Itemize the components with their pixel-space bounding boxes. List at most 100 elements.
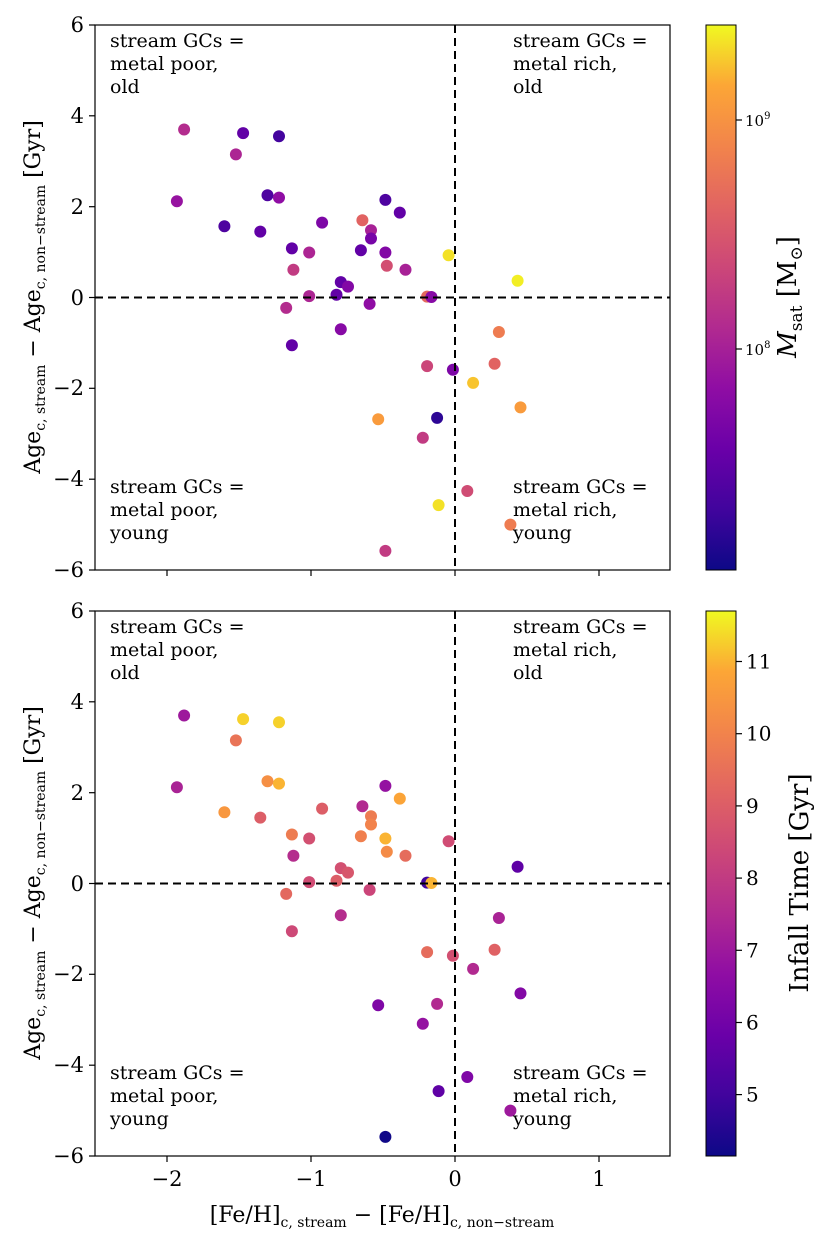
top-scatter-point: [446, 363, 459, 376]
top-scatter-point: [334, 323, 347, 336]
bottom-scatter-point: [229, 734, 242, 747]
bottom-colorbar-label: Infall Time [Gyr]: [785, 773, 815, 992]
bottom-scatter-point: [363, 883, 376, 896]
bottom-scatter-point: [334, 909, 347, 922]
bottom-scatter-point: [379, 832, 392, 845]
top-scatter-point: [170, 195, 183, 208]
y-tick-label: −2: [53, 962, 84, 986]
top-scatter-point: [514, 401, 527, 414]
top-scatter-point: [218, 220, 231, 233]
top-scatter-point: [488, 357, 501, 370]
top-scatter-point: [280, 301, 293, 314]
bottom-colorbar: 5 6 7 8 9 10 11 Infall Time [Gyr]: [705, 610, 815, 1157]
top-scatter-point: [330, 288, 343, 301]
bottom-scatter-point: [273, 777, 285, 790]
bottom-scatter-point: [287, 849, 300, 862]
bottom-colorbar-tick-label: 8: [746, 866, 759, 890]
top-scatter-point: [178, 123, 191, 136]
top-scatter-point: [285, 339, 298, 352]
bottom-scatter-point: [254, 811, 267, 824]
bottom-colorbar-tick-label: 6: [746, 1011, 759, 1035]
bottom-scatter-point: [504, 1104, 517, 1117]
bottom-scatter-point: [365, 818, 377, 831]
top-scatter-point: [425, 291, 438, 303]
top-scatter-point: [273, 130, 285, 143]
bottom-scatter-point: [488, 943, 501, 956]
y-tick-label: 4: [71, 104, 84, 128]
bottom-scatter-point: [442, 835, 455, 848]
bottom-scatter-point: [393, 792, 406, 805]
bottom-scatter-point: [446, 949, 459, 962]
top-scatter-point: [379, 544, 392, 557]
top-scatter-point: [416, 431, 429, 444]
bottom-scatter-point: [461, 1071, 474, 1083]
quadrant-label-top-right: stream GCs = metal rich, old: [513, 616, 654, 684]
y-tick-label: 6: [71, 13, 84, 37]
y-tick-label: 6: [71, 599, 84, 623]
top-scatter-point: [356, 214, 369, 227]
quadrant-label-top-right: stream GCs = metal rich, old: [513, 30, 654, 98]
top-scatter-point: [380, 259, 393, 272]
y-tick-label: 4: [71, 690, 84, 714]
bottom-y-axis: 6 4 2 0 −2 −4 −6: [53, 599, 95, 1168]
top-scatter-point: [316, 216, 329, 229]
bottom-scatter-point: [379, 1130, 392, 1143]
top-scatter-point: [237, 127, 250, 140]
top-scatter-point: [273, 191, 285, 204]
top-scatter-point: [461, 485, 474, 497]
bottom-colorbar-tick-label: 5: [746, 1083, 759, 1107]
top-scatter-point: [431, 411, 444, 424]
bottom-scatter-point: [354, 830, 367, 843]
top-colorbar: 108 109 Msat [M⊙]: [705, 24, 807, 571]
bottom-scatter-point: [280, 887, 293, 900]
y-tick-label: 0: [71, 872, 84, 896]
bottom-colorbar-tick-label: 7: [746, 938, 759, 962]
top-scatter-point: [399, 263, 412, 276]
y-tick-label: 0: [71, 286, 84, 310]
top-scatter-point: [285, 242, 298, 255]
y-tick-label: 2: [71, 195, 84, 219]
x-axis-title: [Fe/H]c, stream − [Fe/H]c, non−stream: [210, 1203, 555, 1231]
bottom-scatter-point: [218, 806, 231, 819]
bottom-scatter-point: [303, 876, 316, 889]
bottom-scatter-point: [492, 912, 505, 924]
quadrant-label-bottom-left: stream GCs = metal poor, young: [109, 476, 251, 544]
bottom-scatter-point: [399, 849, 412, 862]
bottom-scatter-point: [316, 802, 329, 815]
bottom-colorbar-gradient: [705, 610, 737, 1157]
top-scatter-point: [342, 280, 354, 293]
bottom-scatter-point: [237, 713, 250, 726]
quadrant-label-bottom-right: stream GCs = metal rich, young: [512, 1062, 654, 1130]
bottom-scatter-point: [416, 1017, 429, 1030]
quadrant-label-top-left: stream GCs = metal poor, old: [110, 30, 251, 98]
top-scatter-point: [393, 206, 406, 219]
y-tick-label: −2: [53, 376, 84, 400]
bottom-colorbar-tick-label: 9: [746, 794, 759, 818]
bottom-scatter-point: [379, 779, 392, 792]
bottom-scatter-point: [170, 781, 183, 794]
top-y-axis: 6 4 2 0 −2 −4 −6: [53, 13, 95, 582]
x-tick-label: 1: [592, 1167, 605, 1191]
bottom-scatter-point: [261, 775, 274, 788]
bottom-scatter-point: [421, 946, 434, 959]
bottom-scatter-point: [467, 962, 480, 975]
bottom-scatter-point: [432, 1085, 445, 1098]
top-scatter-point: [365, 232, 377, 245]
top-scatter-point: [254, 225, 267, 238]
top-scatter-point: [372, 413, 385, 426]
top-scatter-point: [492, 326, 505, 338]
bottom-colorbar-ticks: 5 6 7 8 9 10 11: [736, 650, 771, 1107]
top-scatter-point: [229, 148, 242, 161]
quadrant-label-bottom-right: stream GCs = metal rich, young: [512, 476, 654, 544]
top-panel: 6 4 2 0 −2 −4 −6 stream GCs = metal poor…: [21, 13, 807, 582]
bottom-scatter-point: [380, 845, 393, 858]
y-tick-label: −6: [53, 558, 84, 582]
y-tick-label: 2: [71, 781, 84, 805]
top-x-axis: [166, 570, 600, 576]
top-colorbar-tick-label: 109: [745, 111, 770, 130]
bottom-scatter-point: [285, 828, 298, 841]
quadrant-label-top-left: stream GCs = metal poor, old: [110, 616, 251, 684]
top-scatter-point: [363, 297, 376, 310]
bottom-scatter-point: [431, 997, 444, 1010]
